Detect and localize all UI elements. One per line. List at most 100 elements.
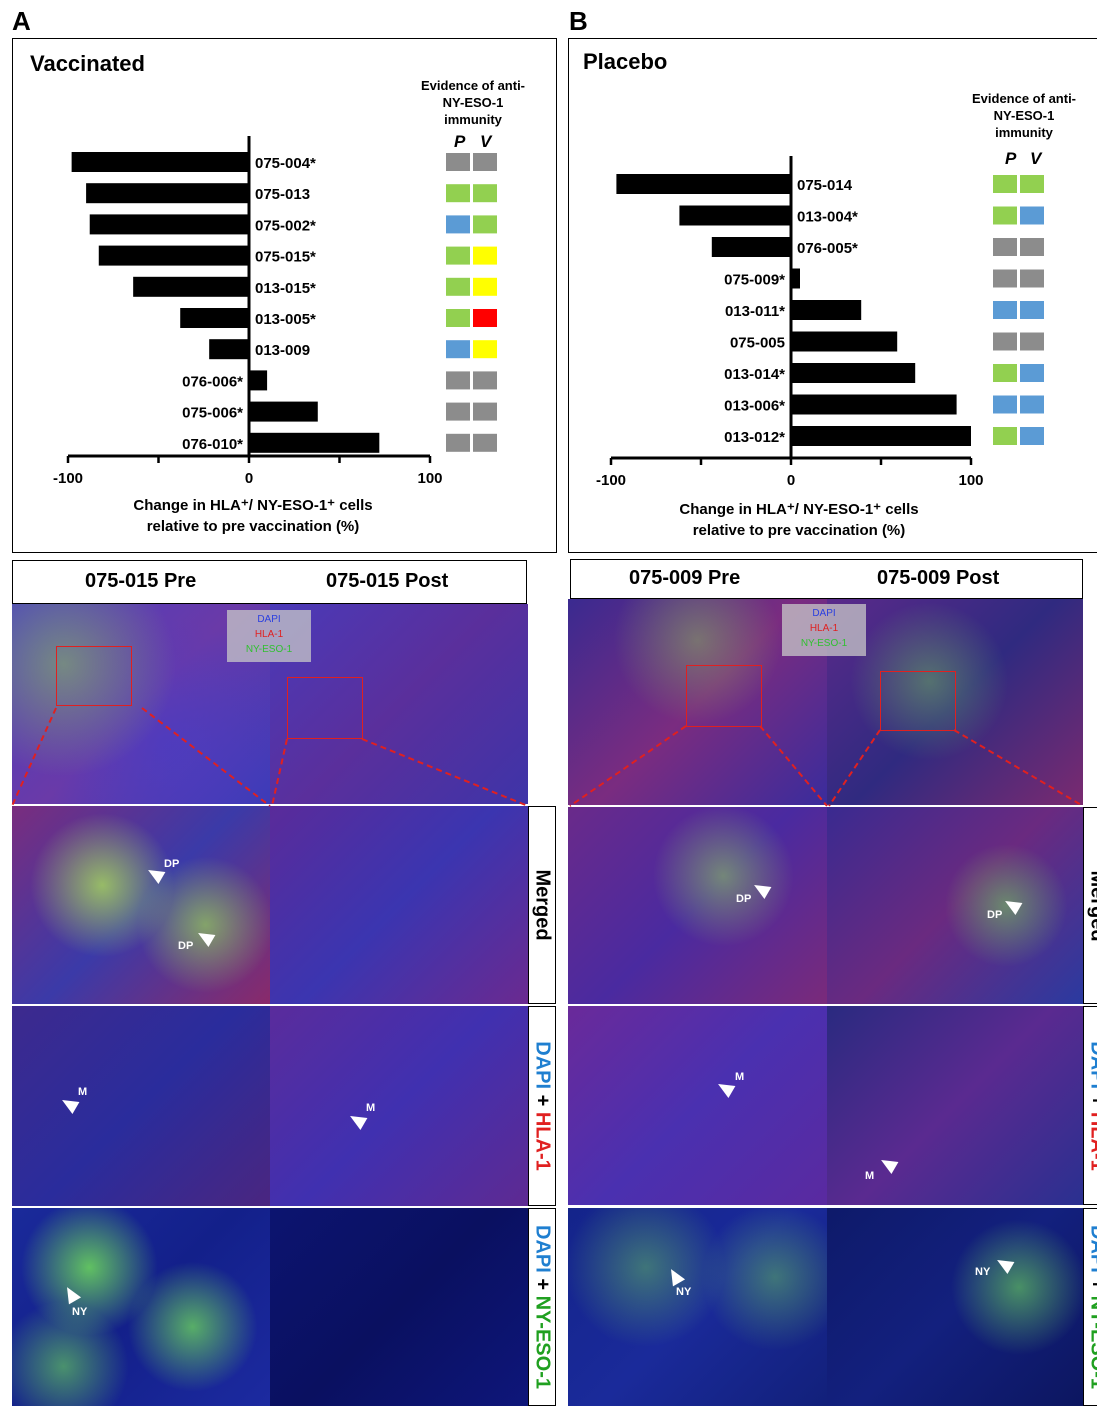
zoom-connector [759,725,828,807]
evidence-cell-v [1020,206,1044,225]
channel-legend: DAPI HLA-1 NY-ESO-1 [227,610,311,662]
category-label: 013-012* [724,429,785,446]
evidence-col-p: P [1005,149,1017,168]
arrow-label-dp: DP [736,893,752,905]
zoom-connector [569,725,687,807]
evidence-cell-v [473,277,497,296]
zoom-connector [953,729,1084,807]
zoom-connector [271,738,288,807]
x-tick-label: 100 [417,470,442,487]
category-label: 076-006* [182,373,243,390]
evidence-header-line: NY-ESO-1 [993,108,1055,123]
micrograph-overview-post [270,604,528,804]
evidence-cell-v [473,309,497,327]
zoom-connector [141,707,271,807]
evidence-header-line: immunity [444,112,502,127]
image-col-title-pre: 075-015 Pre [85,570,197,592]
row-label-dapi-hla: DAPI + HLA-1 [528,1006,556,1206]
evidence-cell-p [993,364,1017,382]
zoom-connector [11,707,57,807]
bar-chart-vaccinated: -100 0 100 075-004* 075-013 075-002* 075-015* 0… [53,136,497,487]
bar [791,331,898,352]
evidence-cell-p [993,238,1017,256]
evidence-header-line: immunity [995,125,1053,140]
arrow-label-dp: DP [164,858,180,870]
evidence-cell-p [446,433,470,452]
micrograph-overview-post [827,599,1083,805]
category-label: 013-009 [255,342,310,359]
x-tick-label: 0 [245,470,253,487]
bar [791,394,957,415]
evidence-header-line: NY-ESO-1 [442,95,504,110]
x-axis-label-line: Change in HLA⁺/ NY-ESO-1⁺ cells [679,501,919,518]
bar [791,363,916,383]
evidence-header-line: Evidence of anti- [971,91,1077,106]
bar [791,426,971,446]
x-tick-label: -100 [53,470,83,487]
evidence-cell-v [473,246,497,265]
evidence-header-vaccinated: Evidence of anti- NY-ESO-1 immunity [398,77,548,128]
category-label: 075-014 [797,177,853,194]
evidence-cell-v [473,215,497,234]
bar [791,300,862,320]
bar [89,214,249,235]
chart-title-placebo: Placebo [583,49,668,74]
bar [133,276,249,297]
evidence-cell-p [993,269,1017,288]
arrow-label-m: M [865,1170,875,1182]
category-label: 075-015* [255,249,316,266]
evidence-cell-p [446,371,470,390]
zoom-region-box [880,671,956,731]
image-header-a: 075-015 Pre 075-015 Post [12,560,527,604]
micrograph-ny-post [270,1208,528,1406]
zoom-connector [361,738,529,807]
bar [249,432,380,453]
category-label: 013-006* [724,398,785,415]
evidence-cell-p [993,301,1017,319]
panel-letter-b: B [569,6,588,36]
zoom-connector [828,729,881,807]
category-label: 013-005* [255,311,316,328]
category-label: 075-013 [255,186,310,203]
micrograph-hla-post: M [270,1006,528,1206]
arrow-label-m: M [735,1071,745,1083]
category-label: 013-011* [725,303,785,320]
x-tick-label: -100 [596,472,626,489]
image-col-title-pre: 075-009 Pre [629,567,741,589]
row-label-merged: Merged [1083,807,1097,1004]
arrow-label-ny: NY [72,1306,88,1318]
evidence-cell-p [446,340,470,359]
evidence-cell-v [1020,269,1044,288]
x-tick-label: 100 [958,472,983,489]
micrograph-merged-pre: DP DP [12,806,270,1004]
evidence-col-p: P [454,132,466,151]
category-label: 013-004* [797,209,858,226]
micrograph-ny-pre: NY [568,1208,827,1406]
bar [791,268,800,289]
bar [249,370,268,391]
panel-letter-a: A [12,6,31,36]
micrograph-hla-post: M [827,1006,1083,1205]
legend-dapi: DAPI [257,614,281,625]
micrograph-hla-pre: M [568,1006,827,1205]
micrograph-hla-pre: M [12,1006,270,1206]
evidence-cell-p [446,309,470,327]
evidence-header-line: Evidence of anti- [420,78,526,93]
evidence-cell-v [1020,427,1044,445]
evidence-cell-v [473,184,497,203]
row-label-dapi-ny: DAPI + NY-ESO-1 [528,1208,556,1406]
evidence-cell-p [446,246,470,265]
evidence-cell-p [446,402,470,421]
evidence-cell-p [446,277,470,296]
arrow-label-ny: NY [676,1286,692,1298]
image-col-title-post: 075-009 Post [877,567,1000,589]
category-label: 075-006* [182,405,243,422]
evidence-col-v: V [480,132,492,151]
category-label: 075-005 [730,335,785,352]
category-label: 013-014* [724,366,785,383]
evidence-cell-p [993,332,1017,351]
evidence-cell-v [1020,332,1044,351]
arrow-label-m: M [366,1102,376,1114]
category-label: 075-009* [724,272,785,289]
